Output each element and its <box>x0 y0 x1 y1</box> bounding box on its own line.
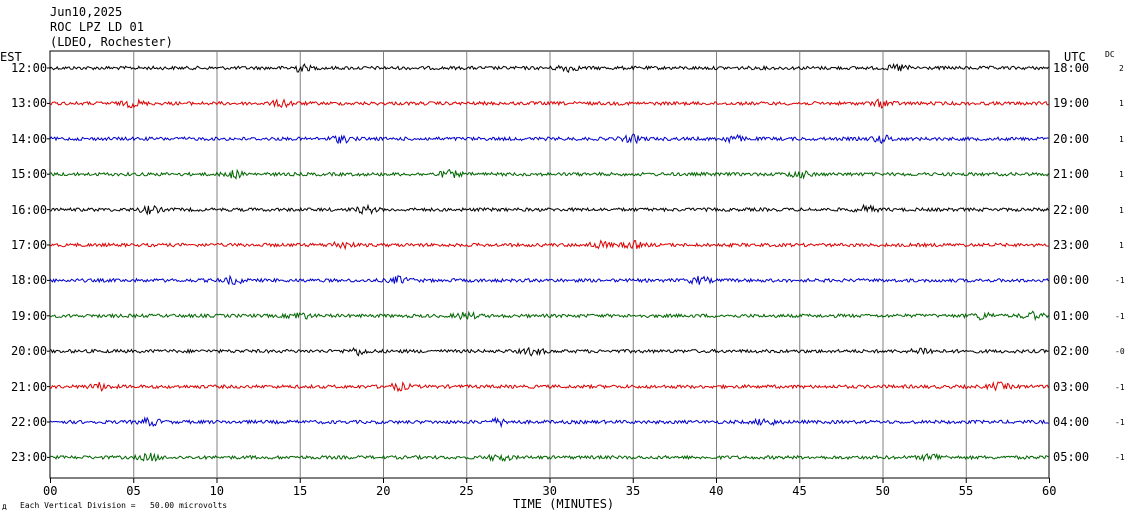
dc-offset-label: 1 <box>1119 134 1124 144</box>
dc-offset-label: -1 <box>1115 453 1125 463</box>
utc-hour-label: 01:00 <box>1053 308 1090 323</box>
est-hour-label: 18:00 <box>11 273 48 288</box>
utc-hour-label: 20:00 <box>1053 131 1090 146</box>
dc-offset-label: 1 <box>1119 99 1124 109</box>
network-label: (LDEO, Rochester) <box>50 35 173 49</box>
est-axis-title: EST <box>0 50 22 64</box>
dc-offset-label: 1 <box>1119 170 1124 180</box>
utc-hour-label: 22:00 <box>1053 202 1090 217</box>
est-hour-label: 13:00 <box>11 96 48 111</box>
grid-lines <box>49 50 1050 479</box>
est-hour-label: 22:00 <box>11 415 48 429</box>
utc-hour-label: 21:00 <box>1053 167 1090 182</box>
x-tick-label: 35 <box>625 484 641 498</box>
footer-prefix: д <box>2 502 7 511</box>
est-hour-label: 23:00 <box>11 450 48 465</box>
trace-line-5 <box>49 239 1049 251</box>
dc-offset-label: 2 <box>1119 64 1124 73</box>
trace-line-7 <box>49 310 1049 322</box>
trace-line-1 <box>49 97 1049 109</box>
utc-hour-label: 23:00 <box>1053 238 1090 252</box>
dc-offset-label: 1 <box>1119 205 1124 215</box>
x-tick-label: 15 <box>292 484 308 498</box>
est-hour-label: 17:00 <box>11 238 48 252</box>
dc-offset-label: -1 <box>1115 311 1125 321</box>
scale-note: Each Vertical Division = 50.00 microvolt… <box>20 501 228 510</box>
trace-line-2 <box>49 133 1049 145</box>
utc-hour-label: 02:00 <box>1053 344 1090 359</box>
est-hour-label: 16:00 <box>11 202 48 217</box>
utc-hour-label: 19:00 <box>1053 96 1090 111</box>
trace-line-11 <box>49 452 1049 463</box>
est-hour-label: 12:00 <box>11 61 48 75</box>
trace-line-0 <box>49 62 1049 74</box>
trace-line-10 <box>49 416 1049 429</box>
trace-line-6 <box>49 274 1049 286</box>
x-tick-label: 45 <box>792 484 807 498</box>
dc-offset-label: -0 <box>1115 347 1125 357</box>
dc-offset-label: -1 <box>1115 382 1125 392</box>
dc-offset-label: -1 <box>1115 418 1125 427</box>
utc-hour-label: 18:00 <box>1053 61 1090 75</box>
x-tick-label: 40 <box>709 484 724 498</box>
est-hour-label: 20:00 <box>11 344 48 359</box>
x-tick-label: 10 <box>209 484 224 498</box>
date-label: Jun10,2025 <box>50 5 123 19</box>
est-hour-label: 14:00 <box>11 131 48 146</box>
dc-offset-label: 1 <box>1119 241 1124 250</box>
est-hour-label: 15:00 <box>11 167 48 182</box>
x-tick-label: 30 <box>542 484 557 498</box>
utc-hour-label: 04:00 <box>1053 415 1090 429</box>
x-tick-label: 60 <box>1042 484 1057 498</box>
trace-line-9 <box>49 381 1049 393</box>
x-axis-label: TIME (MINUTES) <box>513 497 615 511</box>
trace-line-8 <box>49 346 1049 357</box>
trace-group <box>49 62 1049 463</box>
utc-hour-label: 05:00 <box>1053 450 1090 465</box>
x-tick-label: 25 <box>459 484 474 498</box>
trace-line-4 <box>49 203 1049 216</box>
utc-hour-label: 03:00 <box>1053 379 1090 394</box>
x-tick-label: 55 <box>958 484 974 498</box>
est-hour-label: 19:00 <box>11 308 48 323</box>
est-hour-label: 21:00 <box>11 379 48 394</box>
utc-hour-label: 00:00 <box>1053 273 1090 288</box>
x-axis <box>47 67 1050 483</box>
utc-axis-title: UTC <box>1064 50 1086 64</box>
station-label: ROC LPZ LD 01 <box>50 20 144 34</box>
dc-offset-label: -1 <box>1115 276 1125 286</box>
dc-column-title: DC <box>1105 50 1115 59</box>
x-tick-label: 20 <box>376 484 391 498</box>
x-tick-label: 05 <box>126 484 141 498</box>
x-tick-label: 00 <box>43 484 58 498</box>
trace-line-3 <box>49 168 1049 180</box>
x-tick-label: 50 <box>875 484 890 498</box>
